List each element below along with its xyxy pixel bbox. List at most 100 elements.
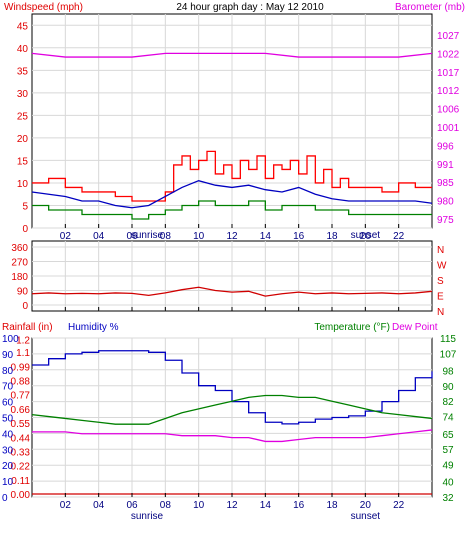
baro-tick-1022: 1022 xyxy=(437,49,460,60)
wind-tick-0: 0 xyxy=(22,224,28,235)
x-tick-label-06: 06 xyxy=(126,500,138,511)
temp-tick-107: 107 xyxy=(440,349,457,360)
barometer-label: Barometer (mb) xyxy=(395,2,465,13)
humidity-tick-70: 70 xyxy=(2,382,14,393)
wind-series-1 xyxy=(31,180,433,209)
x-tick-label-08: 08 xyxy=(160,500,172,511)
x-tick-label-20: 20 xyxy=(360,231,372,242)
baro-tick-1006: 1006 xyxy=(437,105,460,116)
x-tick-label-04: 04 xyxy=(93,500,105,511)
temp-tick-49: 49 xyxy=(442,460,454,471)
humidity-tick-10: 10 xyxy=(2,477,14,488)
rain-tick-0.33: 0.33 xyxy=(11,447,31,458)
compass-letter-0: N xyxy=(437,245,444,256)
dir-tick-0: 0 xyxy=(22,301,28,312)
temp-tick-74: 74 xyxy=(442,413,454,424)
x-tick-label-22: 22 xyxy=(393,231,405,242)
humidity-tick-50: 50 xyxy=(2,414,14,425)
x-tick-label-02: 02 xyxy=(60,231,72,242)
climate-series-0 xyxy=(32,350,433,425)
rain-tick-0.88: 0.88 xyxy=(11,377,31,388)
dir-tick-90: 90 xyxy=(17,287,29,298)
humidity-temperature-panel: 1.2 1.1 0.99 0.88 0.77 0.66 0.55 0.44 0.33 0.22 0.… xyxy=(2,322,457,522)
dir-tick-360: 360 xyxy=(11,243,28,254)
temp-tick-82: 82 xyxy=(442,397,454,408)
x-tick-label-08: 08 xyxy=(160,231,172,242)
rainfall-label: Rainfall (in) xyxy=(2,322,53,333)
rain-tick-0.66: 0.66 xyxy=(11,405,31,416)
rain-tick-0.44: 0.44 xyxy=(11,433,31,444)
climate-series-1 xyxy=(31,394,433,425)
x-tick-label-10: 10 xyxy=(193,231,205,242)
humidity-tick-30: 30 xyxy=(2,445,14,456)
x-tick-label-02: 02 xyxy=(60,500,72,511)
x-tick-label-18: 18 xyxy=(326,231,338,242)
x-tick-label-10: 10 xyxy=(193,500,205,511)
temp-tick-90: 90 xyxy=(442,382,454,393)
compass-letter-2: S xyxy=(437,276,444,287)
sunrise-label-bottom: sunrise xyxy=(131,511,164,522)
dir-tick-270: 270 xyxy=(11,258,28,269)
baro-tick-991: 991 xyxy=(437,160,454,171)
temp-tick-65: 65 xyxy=(442,430,454,441)
x-tick-label-12: 12 xyxy=(226,231,238,242)
rain-tick-0.77: 0.77 xyxy=(11,391,31,402)
wind-tick-40: 40 xyxy=(17,44,29,55)
sunset-label-bottom: sunset xyxy=(351,511,381,522)
x-tick-label-12: 12 xyxy=(226,500,238,511)
rain-tick-0.55: 0.55 xyxy=(11,419,31,430)
compass-letter-3: E xyxy=(437,292,444,303)
x-tick-label-18: 18 xyxy=(326,500,338,511)
wind-barometer-panel: 0 5 10 15 20 25 30 35 40 45 975 980 985 991 996 1001 10… xyxy=(4,2,465,242)
wind-tick-35: 35 xyxy=(17,66,29,77)
temp-tick-32: 32 xyxy=(442,493,454,504)
baro-tick-1001: 1001 xyxy=(437,123,460,134)
x-tick-label-06: 06 xyxy=(126,231,138,242)
humidity-tick-80: 80 xyxy=(2,366,14,377)
x-tick-label-16: 16 xyxy=(293,231,305,242)
temp-tick-98: 98 xyxy=(442,367,454,378)
x-tick-label-04: 04 xyxy=(93,231,105,242)
x-tick-label-16: 16 xyxy=(293,500,305,511)
humidity-tick-0: 0 xyxy=(2,493,8,504)
wind-tick-5: 5 xyxy=(22,201,28,212)
wind-tick-25: 25 xyxy=(17,111,29,122)
rain-tick-0.22: 0.22 xyxy=(11,462,31,473)
baro-tick-996: 996 xyxy=(437,141,454,152)
sunrise-label: sunrise xyxy=(131,230,164,241)
wind-tick-10: 10 xyxy=(17,179,29,190)
temp-tick-115: 115 xyxy=(440,334,456,345)
climate-series-2 xyxy=(32,429,433,443)
wind-tick-20: 20 xyxy=(17,134,29,145)
rain-tick-0.99: 0.99 xyxy=(11,362,31,373)
x-tick-label-22: 22 xyxy=(393,500,405,511)
temperature-label: Temperature (°F) xyxy=(314,322,390,333)
humidity-tick-40: 40 xyxy=(2,429,14,440)
temp-tick-40: 40 xyxy=(442,478,454,489)
humidity-tick-90: 90 xyxy=(2,350,14,361)
wind-series-3 xyxy=(31,52,433,58)
rain-tick-0.11: 0.11 xyxy=(11,476,30,487)
compass-letter-4: N xyxy=(437,307,444,318)
rain-tick-1.1: 1.1 xyxy=(16,348,30,359)
wind-series-2 xyxy=(32,200,432,220)
humidity-tick-100: 100 xyxy=(2,334,19,345)
humidity-tick-20: 20 xyxy=(2,461,14,472)
sunset-label: sunset xyxy=(351,230,381,241)
wind-tick-15: 15 xyxy=(17,156,29,167)
baro-tick-1027: 1027 xyxy=(437,31,460,42)
baro-tick-975: 975 xyxy=(437,215,454,226)
x-tick-label-14: 14 xyxy=(260,231,272,242)
rain-tick-0.00: 0.00 xyxy=(11,490,31,501)
x-tick-label-14: 14 xyxy=(260,500,272,511)
humidity-label: Humidity % xyxy=(68,322,119,333)
wind-tick-45: 45 xyxy=(17,21,29,32)
dir-tick-180: 180 xyxy=(11,272,28,283)
chart-title: 24 hour graph day : May 12 2010 xyxy=(176,2,324,13)
x-tick-label-20: 20 xyxy=(360,500,372,511)
baro-tick-985: 985 xyxy=(437,178,454,189)
baro-tick-1012: 1012 xyxy=(437,86,460,97)
dewpoint-label: Dew Point xyxy=(392,322,438,333)
